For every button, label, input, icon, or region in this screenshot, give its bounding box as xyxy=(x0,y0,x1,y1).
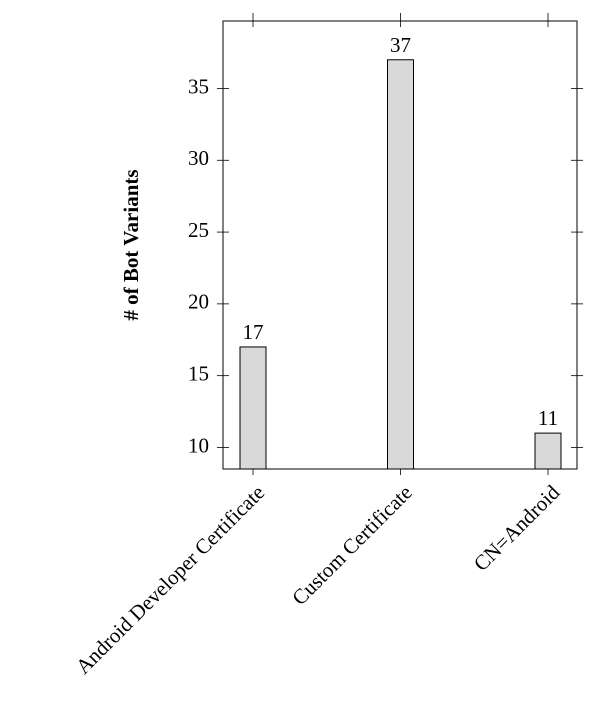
plot-frame xyxy=(222,20,578,470)
value-label: 17 xyxy=(243,320,264,344)
y-tick-label: 15 xyxy=(188,361,209,385)
y-tick-label: 20 xyxy=(188,290,209,314)
value-label: 11 xyxy=(538,406,558,430)
x-tick-label: Android Developer Certificate xyxy=(71,480,269,678)
y-tick-label: 30 xyxy=(188,146,209,170)
bar xyxy=(534,432,562,470)
bar xyxy=(239,346,267,470)
bar xyxy=(387,59,414,470)
value-label: 37 xyxy=(390,33,411,57)
x-tick-label: CN=Android xyxy=(469,480,565,576)
y-tick-label: 10 xyxy=(188,433,209,457)
y-tick-label: 25 xyxy=(188,218,209,242)
y-axis-label: # of Bot Variants xyxy=(119,169,143,320)
x-tick-label: Custom Certificate xyxy=(287,480,417,610)
y-tick-label: 35 xyxy=(188,74,209,98)
